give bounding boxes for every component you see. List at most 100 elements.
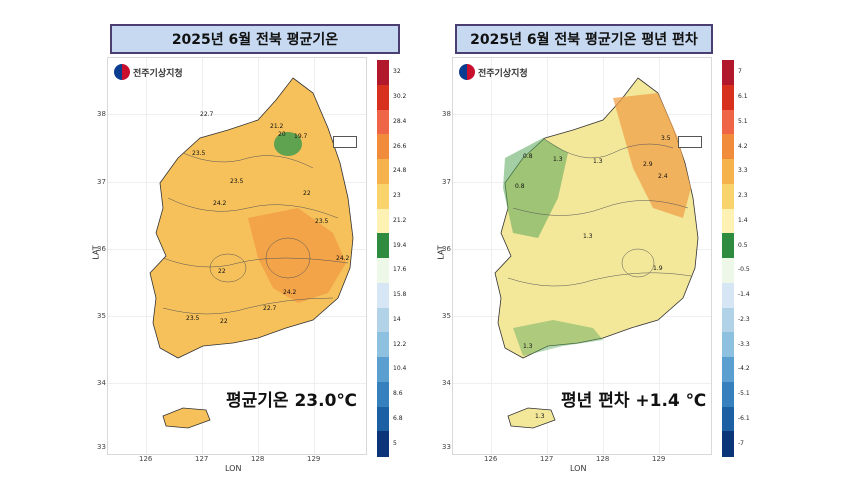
svg-text:19.7: 19.7 [294,133,308,140]
legend-swatch [722,258,734,284]
map-plot-area: 0.8 1.3 1.3 0.8 3.5 2.9 2.4 1.3 1.9 1.3 … [452,57,712,455]
legend-label: -3.3 [738,340,750,348]
legend-label: -4.2 [738,365,750,373]
summary-value: 평년 편차 +1.4 ℃ [561,391,707,411]
legend-label: 3.3 [738,167,748,175]
legend-label: 21.2 [393,216,407,224]
legend-label: 28.4 [393,117,407,125]
legend-label: 7 [738,68,742,76]
legend-label: 8.6 [393,390,403,398]
legend-label: 15.8 [393,291,407,299]
legend-swatch [377,183,389,209]
taegeuk-logo-icon [459,64,475,80]
svg-text:1.3: 1.3 [553,156,563,163]
svg-text:20: 20 [278,131,286,138]
svg-text:22: 22 [218,268,226,275]
legend-swatch [722,208,734,234]
legend-label: -6.1 [738,414,750,422]
legend-label: 2.3 [738,192,748,200]
legend-label: 32 [393,68,401,76]
svg-text:1.3: 1.3 [583,233,593,240]
legend-label: 23 [393,192,401,200]
korea-anomaly-map: 0.8 1.3 1.3 0.8 3.5 2.9 2.4 1.3 1.9 1.3 … [494,77,699,429]
dokdo-inset-box [678,136,702,148]
panel-title: 2025년 6월 전북 평균기온 평년 편차 [455,24,713,54]
legend-swatch [377,84,389,110]
legend-swatch [377,109,389,135]
legend-label: 5 [393,439,397,447]
legend-swatch [377,282,389,308]
kma-logo: 전주기상지청 [459,64,528,80]
legend-swatch [377,406,389,432]
legend-label: 6.8 [393,414,403,422]
svg-text:22.7: 22.7 [200,111,214,118]
summary-value: 평균기온 23.0℃ [226,391,358,411]
map-plot-area: 22.7 23.5 21.2 20 19.7 23.5 24.2 22 23.5… [107,57,367,455]
x-axis-title: LON [225,464,242,473]
svg-text:0.8: 0.8 [523,153,533,160]
legend-label: 17.6 [393,266,407,274]
svg-text:2.9: 2.9 [643,161,653,168]
legend-swatch [722,282,734,308]
legend-swatch [722,84,734,110]
svg-text:23.5: 23.5 [186,315,200,322]
legend-label: -5.1 [738,390,750,398]
taegeuk-logo-icon [114,64,130,80]
legend-label: 30.2 [393,93,407,101]
legend-label: -1.4 [738,291,750,299]
logo-text: 전주기상지청 [478,68,528,79]
svg-text:24.2: 24.2 [336,255,350,262]
west-cool-region [503,138,568,238]
legend-label: -7 [738,439,744,447]
legend-swatch [722,307,734,333]
legend-mean-temperature: 32 30.2 28.4 26.6 24.8 23 21.2 19.4 17.6 15.8 14 12… [377,60,406,457]
legend-swatch [722,332,734,358]
legend-label: 1.4 [738,216,748,224]
legend-swatch [377,60,389,86]
logo-text: 전주기상지청 [133,68,183,79]
legend-label: 26.6 [393,142,407,150]
legend-swatch [377,208,389,234]
svg-text:1.3: 1.3 [593,158,603,165]
jeju-island [162,407,211,429]
legend-swatch [722,381,734,407]
legend-label: 24.8 [393,167,407,175]
svg-text:23.5: 23.5 [192,150,206,157]
svg-text:2.4: 2.4 [658,173,668,180]
map-panel-mean-temperature: 2025년 6월 전북 평균기온 22.7 23.5 21.2 20 19.7 … [92,0,400,477]
legend-swatch [722,431,734,457]
svg-text:23.5: 23.5 [230,178,244,185]
legend-swatch [722,60,734,86]
legend-label: 12.2 [393,340,407,348]
legend-label: 14 [393,315,401,323]
legend-label: -2.3 [738,315,750,323]
legend-label: 6.1 [738,93,748,101]
svg-text:24.2: 24.2 [213,200,227,207]
legend-swatch [377,381,389,407]
legend-swatch [722,357,734,383]
svg-text:23.5: 23.5 [315,218,329,225]
dokdo-inset-box [333,136,357,148]
cool-highland [274,132,302,156]
jeju-island [507,407,556,429]
legend-temperature-anomaly: 7 6.1 5.1 4.2 3.3 2.3 1.4 0.5 -0.5 -1.4 -2.3 -3.3 -4… [722,60,750,457]
svg-text:24.2: 24.2 [283,289,297,296]
kma-logo: 전주기상지청 [114,64,183,80]
svg-text:3.5: 3.5 [661,135,671,142]
legend-label: 4.2 [738,142,748,150]
x-axis-title: LON [570,464,587,473]
legend-swatch [377,357,389,383]
legend-swatch [377,134,389,160]
svg-text:21.2: 21.2 [270,123,284,130]
legend-label: 10.4 [393,365,407,373]
legend-swatch [722,134,734,160]
svg-text:22.7: 22.7 [263,305,277,312]
legend-swatch [377,431,389,457]
legend-swatch [722,159,734,185]
legend-swatch [722,109,734,135]
svg-text:1.3: 1.3 [535,413,545,420]
korea-temperature-map: 22.7 23.5 21.2 20 19.7 23.5 24.2 22 23.5… [149,77,354,429]
legend-swatch [377,332,389,358]
legend-swatch [377,307,389,333]
east-warm-region [613,93,691,218]
